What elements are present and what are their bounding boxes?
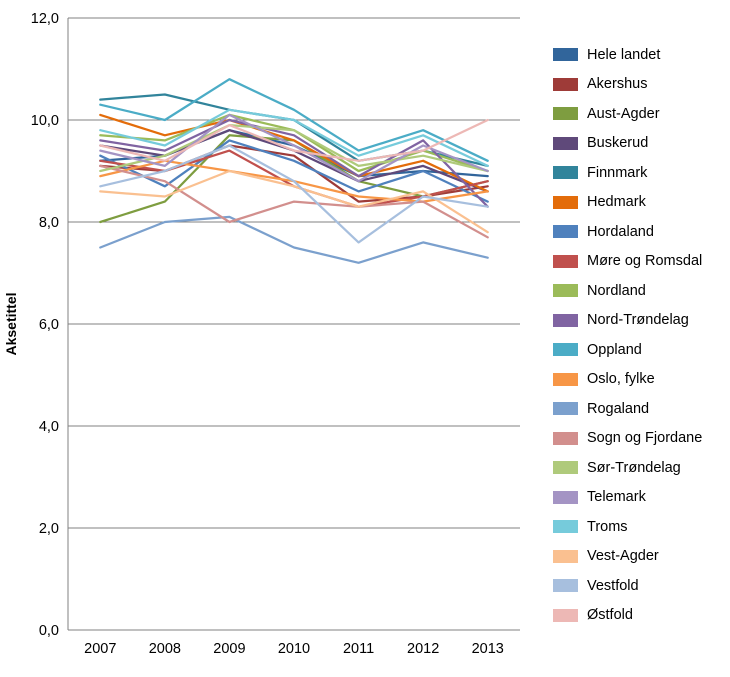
- legend-swatch: [553, 520, 578, 533]
- series-line: [99, 139, 489, 203]
- x-tick-label: 2011: [343, 641, 374, 657]
- legend-item: Troms: [553, 518, 702, 535]
- legend-swatch: [553, 461, 578, 474]
- legend-label: Hele landet: [587, 46, 661, 63]
- legend-label: Sogn og Fjordane: [587, 430, 703, 446]
- legend-label: Rogaland: [587, 400, 650, 417]
- series-line: [99, 118, 489, 208]
- y-axis-title: Aksetittel: [3, 292, 19, 355]
- x-tick-labels-group: 2007 2008 2009 2010 2011 2012 2013: [84, 641, 504, 657]
- y-tick-label: 2,0: [39, 521, 59, 537]
- series-lines-group: [99, 78, 489, 264]
- legend-item: Nordland: [553, 282, 702, 299]
- legend-swatch: [553, 431, 578, 445]
- series-line: [99, 113, 489, 183]
- legend-item: Sør-Trøndelag: [553, 459, 702, 476]
- legend-item: Møre og Romsdal: [553, 253, 702, 270]
- legend-item: Østfold: [553, 607, 702, 624]
- legend-item: Akershus: [553, 76, 702, 93]
- legend-item: Hordaland: [553, 223, 702, 240]
- y-tick-label: 12,0: [31, 11, 59, 27]
- legend-swatch: [553, 343, 578, 356]
- series-line: [99, 78, 489, 162]
- x-tick-label: 2009: [213, 641, 245, 657]
- legend-item: Oppland: [553, 341, 702, 358]
- x-tick-label: 2013: [472, 641, 504, 657]
- series-line: [99, 123, 489, 173]
- legend-item: Sogn og Fjordane: [553, 430, 702, 447]
- x-tick-label: 2008: [149, 641, 181, 657]
- legend-item: Vest-Agder: [553, 548, 702, 565]
- legend-label: Vest-Agder: [587, 548, 659, 564]
- legend-item: Nord-Trøndelag: [553, 312, 702, 329]
- legend-item: Oslo, fylke: [553, 371, 702, 388]
- legend-item: Aust-Agder: [553, 105, 702, 122]
- series-line: [99, 164, 489, 239]
- legend-swatch: [553, 225, 578, 238]
- legend-label: Aust-Agder: [587, 105, 660, 122]
- x-tick-label: 2012: [407, 641, 439, 657]
- series-line: [99, 108, 489, 168]
- legend-label: Nord-Trøndelag: [587, 312, 689, 328]
- legend-swatch: [553, 166, 578, 179]
- legend-swatch: [553, 107, 578, 120]
- legend-swatch: [553, 579, 578, 592]
- legend-label: Østfold: [587, 607, 633, 623]
- legend-item: Buskerud: [553, 135, 702, 152]
- legend-item: Telemark: [553, 489, 702, 506]
- legend-swatch: [553, 48, 578, 61]
- legend-swatch: [553, 284, 578, 297]
- y-tick-labels-group: 0,0 2,0 4,0 6,0 8,0 10,0 12,0: [31, 11, 59, 639]
- legend-swatch: [553, 608, 578, 622]
- legend-item: Hedmark: [553, 194, 702, 211]
- legend-swatch: [553, 372, 578, 386]
- y-tick-label: 8,0: [39, 215, 59, 231]
- legend-item: Hele landet: [553, 46, 702, 63]
- series-line: [99, 144, 489, 244]
- legend-label: Buskerud: [587, 135, 649, 151]
- y-tick-label: 6,0: [39, 317, 59, 333]
- legend-label: Hedmark: [587, 194, 646, 210]
- legend-item: Vestfold: [553, 577, 702, 594]
- legend-label: Troms: [587, 518, 628, 535]
- x-tick-label: 2007: [84, 641, 116, 657]
- legend-label: Hordaland: [587, 223, 654, 240]
- y-tick-label: 0,0: [39, 623, 59, 639]
- legend-label: Oppland: [587, 341, 642, 358]
- y-tick-label: 10,0: [31, 113, 59, 129]
- legend: Hele landet Akershus Aust-Agder Buskerud Fin…: [553, 46, 702, 624]
- series-line: [99, 118, 489, 162]
- legend-swatch: [553, 549, 578, 563]
- legend-swatch: [553, 490, 578, 504]
- legend-label: Oslo, fylke: [587, 371, 655, 387]
- legend-item: Rogaland: [553, 400, 702, 417]
- legend-item: Finnmark: [553, 164, 702, 181]
- legend-label: Nordland: [587, 282, 646, 299]
- legend-swatch: [553, 402, 578, 415]
- plot-area: 0,0 2,0 4,0 6,0 8,0 10,0 12,0 2007 2008 2009 2010…: [3, 11, 520, 657]
- legend-swatch: [553, 254, 578, 268]
- legend-swatch: [553, 77, 578, 91]
- legend-swatch: [553, 313, 578, 327]
- series-line: [99, 215, 489, 264]
- legend-swatch: [553, 136, 578, 150]
- y-tick-label: 4,0: [39, 419, 59, 435]
- x-tick-label: 2010: [278, 641, 310, 657]
- legend-label: Finnmark: [587, 164, 648, 181]
- legend-label: Telemark: [587, 489, 646, 505]
- legend-label: Akershus: [587, 76, 648, 92]
- series-line: [99, 113, 489, 193]
- series-line: [99, 169, 489, 234]
- legend-label: Møre og Romsdal: [587, 253, 703, 269]
- legend-label: Sør-Trøndelag: [587, 459, 681, 476]
- legend-label: Vestfold: [587, 577, 639, 594]
- legend-swatch: [553, 195, 578, 209]
